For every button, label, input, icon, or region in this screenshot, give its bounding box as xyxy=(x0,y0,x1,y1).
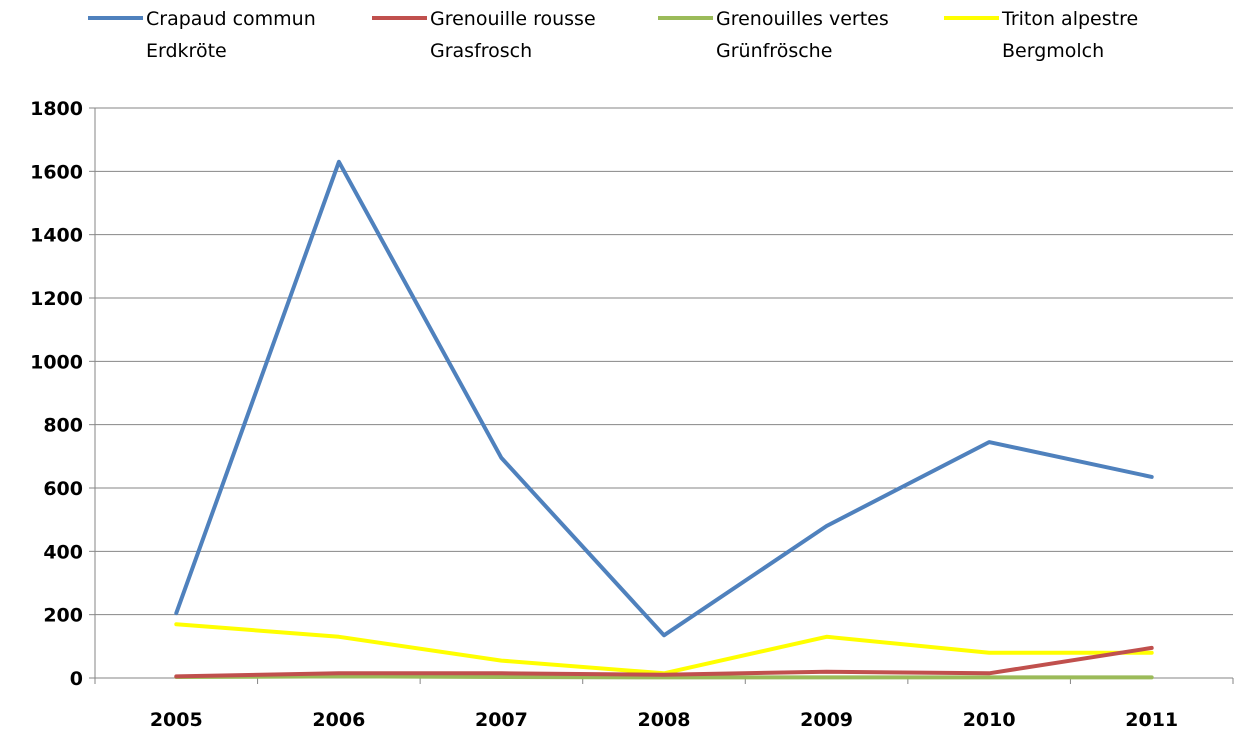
legend-item-1: Grenouille rousse Grasfrosch xyxy=(372,8,596,62)
data-point xyxy=(988,672,990,674)
legend-item-0: Crapaud commun Erdkröte xyxy=(88,8,316,62)
data-point xyxy=(1151,476,1153,478)
x-tick-labels: 2005 2006 2007 2008 2009 2010 2011 xyxy=(150,709,1178,731)
data-point xyxy=(988,652,990,654)
legend-label: Crapaud commun xyxy=(146,8,316,30)
y-tick-label: 1000 xyxy=(30,351,83,373)
data-point xyxy=(500,660,502,662)
gridlines xyxy=(89,107,1234,684)
data-point xyxy=(988,441,990,443)
x-tick-label: 2007 xyxy=(475,709,528,731)
y-tick-labels: 0 200 400 600 800 1000 1200 1400 1600 1800 xyxy=(30,98,83,690)
x-tick-label: 2005 xyxy=(150,709,203,731)
series-lines xyxy=(174,159,1154,680)
legend-label: Grenouilles vertes xyxy=(716,8,889,30)
y-tick-label: 600 xyxy=(43,478,83,500)
data-point xyxy=(338,161,340,163)
data-point xyxy=(663,674,665,676)
legend-label: Bergmolch xyxy=(1002,40,1104,62)
legend-item-2: Grenouilles vertes Grünfrösche xyxy=(658,8,889,62)
data-point xyxy=(1151,676,1153,678)
data-point xyxy=(175,675,177,677)
data-point xyxy=(826,525,828,527)
y-tick-label: 400 xyxy=(43,541,83,563)
series-line-3 xyxy=(174,622,1154,676)
x-tick-label: 2008 xyxy=(638,709,691,731)
data-point xyxy=(175,612,177,614)
data-point xyxy=(338,672,340,674)
x-tick-label: 2006 xyxy=(312,709,365,731)
data-point xyxy=(500,676,502,678)
y-tick-label: 1400 xyxy=(30,225,83,247)
legend-item-3: Triton alpestre Bergmolch xyxy=(944,8,1138,62)
series-line-0 xyxy=(174,159,1154,638)
data-point xyxy=(826,676,828,678)
y-tick-label: 200 xyxy=(43,605,83,627)
data-point xyxy=(500,672,502,674)
data-point xyxy=(338,675,340,677)
legend-label: Grasfrosch xyxy=(430,40,532,62)
y-tick-label: 800 xyxy=(43,415,83,437)
legend-label: Erdkröte xyxy=(146,40,227,62)
y-tick-label: 1200 xyxy=(30,288,83,310)
data-point xyxy=(1151,647,1153,649)
axes xyxy=(94,108,1233,679)
data-point xyxy=(338,636,340,638)
y-tick-label: 0 xyxy=(70,668,83,690)
data-point xyxy=(175,623,177,625)
data-point xyxy=(826,636,828,638)
x-tick-label: 2010 xyxy=(963,709,1016,731)
data-point xyxy=(988,676,990,678)
data-point xyxy=(1151,652,1153,654)
legend-label: Triton alpestre xyxy=(1001,8,1138,30)
data-point xyxy=(500,457,502,459)
x-tick-label: 2009 xyxy=(800,709,853,731)
legend-label: Grünfrösche xyxy=(716,40,832,62)
legend-label: Grenouille rousse xyxy=(430,8,596,30)
x-tick-label: 2011 xyxy=(1125,709,1178,731)
data-point xyxy=(663,676,665,678)
data-point xyxy=(826,671,828,673)
y-tick-label: 1600 xyxy=(30,161,83,183)
data-point xyxy=(663,634,665,636)
y-tick-label: 1800 xyxy=(30,98,83,120)
